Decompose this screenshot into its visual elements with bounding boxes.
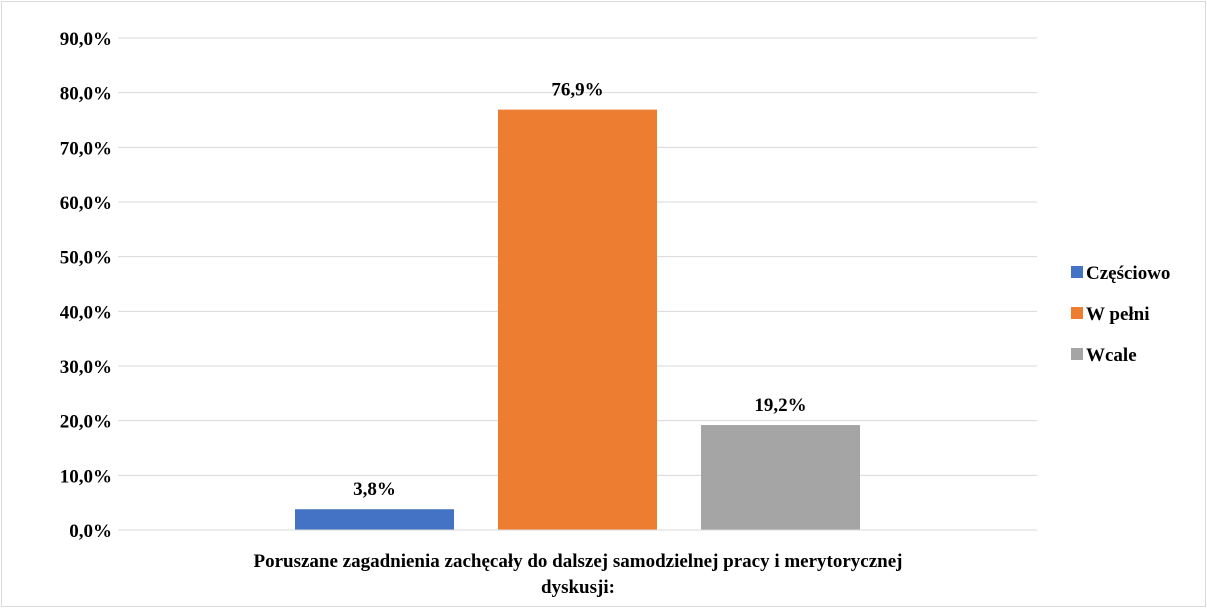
data-label-2: 76,9% — [551, 80, 603, 101]
legend-swatch-3 — [1071, 348, 1083, 360]
data-label-1: 3,8% — [353, 479, 396, 500]
x-category-label-line-1: Poruszane zagadnienia zachęcały do dalsz… — [253, 551, 902, 572]
legend: Częściowo W pełni Wcale — [1071, 263, 1170, 366]
bar-2 — [498, 109, 657, 530]
bar-3 — [701, 425, 860, 530]
legend-label-2: W pełni — [1086, 304, 1150, 325]
legend-label-1: Częściowo — [1086, 263, 1170, 284]
y-tick-label: 80,0% — [60, 84, 112, 105]
y-tick-label: 40,0% — [60, 302, 112, 323]
bars — [295, 109, 860, 530]
x-axis: Poruszane zagadnienia zachęcały do dalsz… — [118, 529, 1037, 598]
y-tick-label: 20,0% — [60, 412, 112, 433]
bar-1 — [295, 509, 454, 530]
y-tick-label: 90,0% — [60, 29, 112, 50]
y-axis: 0,0% 10,0% 20,0% 30,0% 40,0% 50,0% 60,0% 70,0% 8… — [60, 29, 112, 542]
y-tick-label: 30,0% — [60, 357, 112, 378]
legend-swatch-1 — [1071, 266, 1083, 278]
y-tick-label: 60,0% — [60, 193, 112, 214]
y-tick-label: 50,0% — [60, 248, 112, 269]
y-tick-label: 0,0% — [69, 521, 112, 542]
y-tick-label: 10,0% — [60, 466, 112, 487]
data-labels: 3,8% 76,9% 19,2% — [353, 80, 807, 501]
x-category-label-line-2: dyskusji: — [541, 577, 615, 598]
legend-label-3: Wcale — [1086, 345, 1137, 366]
y-tick-label: 70,0% — [60, 138, 112, 159]
data-label-3: 19,2% — [754, 395, 806, 416]
legend-swatch-2 — [1071, 307, 1083, 319]
